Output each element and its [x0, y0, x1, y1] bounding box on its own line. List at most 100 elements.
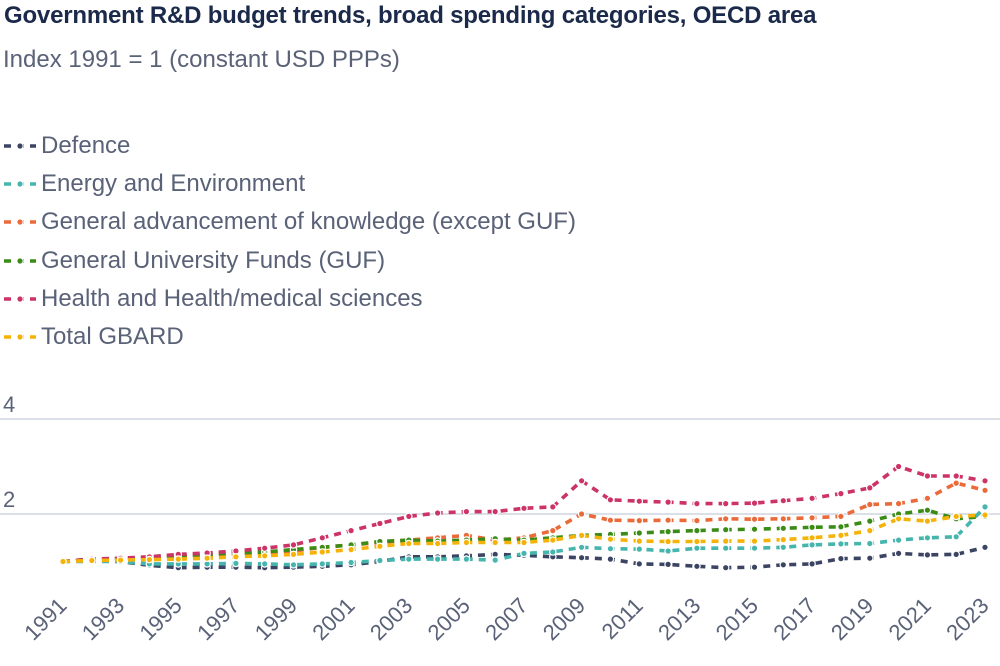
data-point[interactable] [635, 529, 644, 537]
data-point[interactable] [433, 509, 442, 517]
data-point[interactable] [952, 532, 961, 541]
data-point[interactable] [865, 554, 874, 563]
data-point[interactable] [693, 562, 701, 571]
data-point[interactable] [520, 549, 528, 558]
data-point[interactable] [203, 554, 211, 563]
data-point[interactable] [289, 550, 298, 559]
data-point[interactable] [750, 525, 759, 534]
data-point[interactable] [577, 476, 586, 485]
data-point[interactable] [750, 515, 759, 524]
data-point[interactable] [347, 545, 355, 554]
data-point[interactable] [952, 512, 961, 521]
data-point[interactable] [260, 544, 269, 553]
data-point[interactable] [232, 552, 240, 561]
data-point[interactable] [808, 560, 816, 568]
data-point[interactable] [721, 537, 730, 545]
data-point[interactable] [693, 526, 701, 535]
data-point[interactable] [606, 516, 615, 525]
data-point[interactable] [693, 537, 701, 546]
data-point[interactable] [635, 516, 644, 525]
data-point[interactable] [635, 497, 644, 506]
data-point[interactable] [491, 507, 500, 516]
data-point[interactable] [923, 551, 932, 559]
data-point[interactable] [635, 560, 644, 568]
data-point[interactable] [779, 543, 788, 552]
data-point[interactable] [721, 499, 730, 508]
data-point[interactable] [548, 503, 557, 511]
data-point[interactable] [808, 541, 816, 549]
data-point[interactable] [664, 547, 672, 555]
legend-item-total-gbard[interactable]: Total GBARD [2, 318, 576, 356]
data-point[interactable] [808, 533, 816, 542]
data-point[interactable] [865, 484, 874, 492]
data-point[interactable] [404, 555, 413, 563]
data-point[interactable] [750, 563, 759, 572]
data-point[interactable] [577, 543, 586, 552]
data-point[interactable] [923, 472, 932, 480]
data-point[interactable] [952, 472, 961, 480]
data-point[interactable] [635, 545, 644, 553]
data-point[interactable] [981, 511, 989, 519]
data-point[interactable] [664, 516, 672, 525]
data-point[interactable] [318, 548, 327, 556]
data-point[interactable] [952, 550, 961, 559]
data-point[interactable] [981, 476, 989, 485]
data-point[interactable] [894, 549, 903, 558]
data-point[interactable] [116, 556, 125, 564]
data-point[interactable] [923, 533, 932, 542]
data-point[interactable] [693, 499, 701, 508]
data-point[interactable] [750, 544, 759, 553]
data-point[interactable] [693, 544, 701, 553]
data-point[interactable] [693, 516, 701, 525]
data-point[interactable] [894, 499, 903, 508]
data-point[interactable] [779, 496, 788, 505]
data-point[interactable] [837, 531, 845, 540]
data-point[interactable] [462, 555, 471, 563]
data-point[interactable] [404, 539, 413, 548]
data-point[interactable] [865, 539, 874, 548]
data-point[interactable] [347, 526, 355, 535]
data-point[interactable] [548, 548, 557, 556]
data-point[interactable] [808, 513, 816, 522]
data-point[interactable] [750, 499, 759, 507]
data-point[interactable] [894, 462, 903, 471]
data-point[interactable] [865, 500, 874, 509]
data-point[interactable] [376, 556, 384, 565]
data-point[interactable] [376, 542, 384, 551]
data-point[interactable] [145, 555, 154, 564]
data-point[interactable] [808, 523, 816, 532]
data-point[interactable] [664, 527, 672, 536]
data-point[interactable] [462, 538, 471, 547]
data-point[interactable] [462, 507, 471, 516]
data-point[interactable] [894, 536, 903, 544]
data-point[interactable] [923, 506, 932, 515]
data-point[interactable] [491, 556, 500, 564]
data-point[interactable] [606, 495, 615, 504]
data-point[interactable] [606, 535, 615, 544]
data-point[interactable] [981, 543, 989, 552]
data-point[interactable] [577, 531, 586, 540]
data-point[interactable] [923, 517, 932, 525]
data-point[interactable] [981, 503, 989, 511]
data-point[interactable] [664, 537, 672, 546]
data-point[interactable] [779, 560, 788, 569]
data-point[interactable] [664, 560, 672, 569]
legend-item-health[interactable]: Health and Health/medical sciences [2, 280, 576, 318]
data-point[interactable] [433, 555, 442, 563]
legend-item-energy-environment[interactable]: Energy and Environment [2, 165, 576, 203]
data-point[interactable] [635, 537, 644, 545]
data-point[interactable] [548, 526, 557, 535]
data-point[interactable] [837, 554, 845, 563]
data-point[interactable] [923, 494, 932, 503]
data-point[interactable] [433, 539, 442, 548]
data-point[interactable] [174, 555, 183, 563]
data-point[interactable] [606, 544, 615, 553]
data-point[interactable] [606, 555, 615, 563]
legend-item-general-advancement[interactable]: General advancement of knowledge (except… [2, 203, 576, 241]
data-point[interactable] [837, 512, 845, 521]
data-point[interactable] [260, 551, 269, 560]
data-point[interactable] [750, 537, 759, 545]
data-point[interactable] [577, 510, 586, 518]
data-point[interactable] [260, 560, 269, 568]
data-point[interactable] [837, 540, 845, 548]
